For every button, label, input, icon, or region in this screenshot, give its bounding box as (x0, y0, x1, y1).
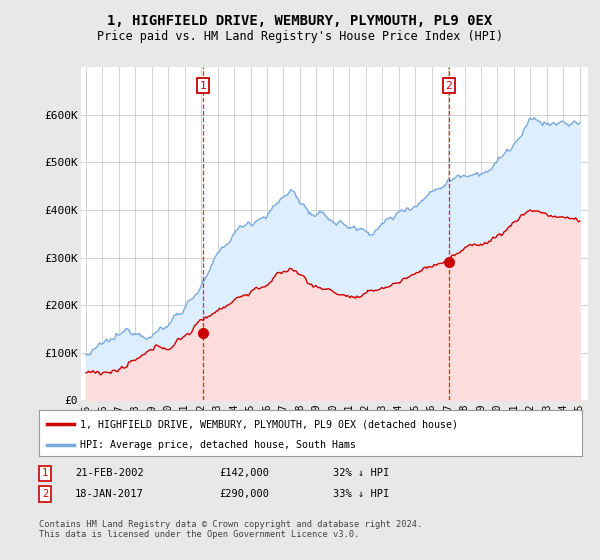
Text: Contains HM Land Registry data © Crown copyright and database right 2024.
This d: Contains HM Land Registry data © Crown c… (39, 520, 422, 539)
Text: HPI: Average price, detached house, South Hams: HPI: Average price, detached house, Sout… (80, 440, 356, 450)
Text: 18-JAN-2017: 18-JAN-2017 (75, 489, 144, 499)
Text: 33% ↓ HPI: 33% ↓ HPI (333, 489, 389, 499)
Text: Price paid vs. HM Land Registry's House Price Index (HPI): Price paid vs. HM Land Registry's House … (97, 30, 503, 43)
Text: 1: 1 (42, 468, 48, 478)
Text: £290,000: £290,000 (219, 489, 269, 499)
Text: 1: 1 (200, 81, 206, 91)
Text: 2: 2 (42, 489, 48, 499)
Text: 21-FEB-2002: 21-FEB-2002 (75, 468, 144, 478)
Text: £142,000: £142,000 (219, 468, 269, 478)
Text: 1, HIGHFIELD DRIVE, WEMBURY, PLYMOUTH, PL9 0EX (detached house): 1, HIGHFIELD DRIVE, WEMBURY, PLYMOUTH, P… (80, 419, 458, 430)
Text: 2: 2 (446, 81, 452, 91)
Text: 1, HIGHFIELD DRIVE, WEMBURY, PLYMOUTH, PL9 0EX: 1, HIGHFIELD DRIVE, WEMBURY, PLYMOUTH, P… (107, 14, 493, 28)
Text: 32% ↓ HPI: 32% ↓ HPI (333, 468, 389, 478)
